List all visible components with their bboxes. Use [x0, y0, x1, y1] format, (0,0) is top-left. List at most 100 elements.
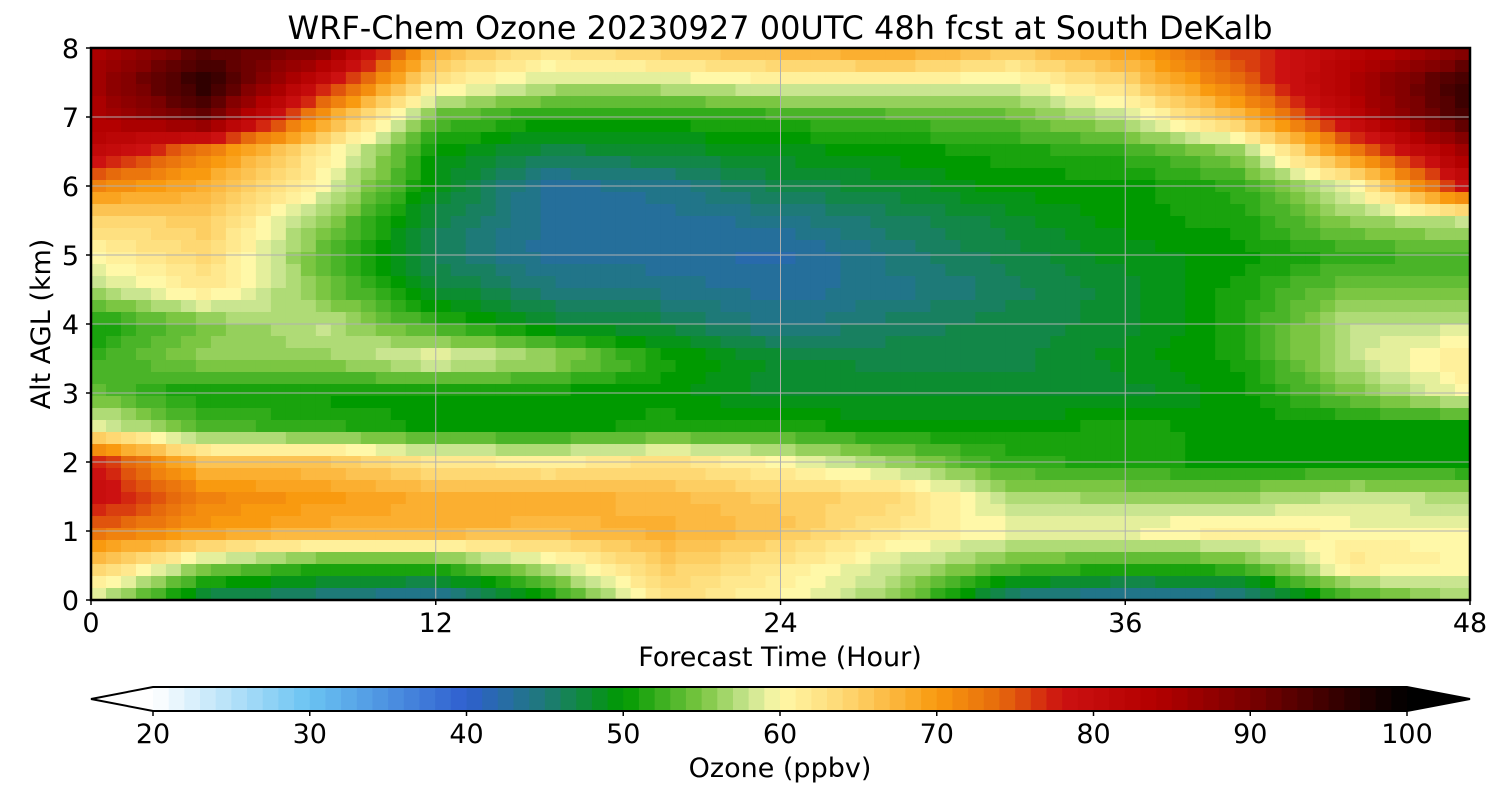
- heatmap-cell: [795, 192, 812, 205]
- heatmap-cell: [870, 156, 887, 169]
- heatmap-cell: [1275, 108, 1291, 121]
- heatmap-cell: [1035, 252, 1051, 265]
- heatmap-cell: [375, 432, 392, 445]
- heatmap-cell: [1035, 336, 1051, 349]
- heatmap-cell: [405, 312, 422, 325]
- heatmap-cell: [1320, 132, 1336, 145]
- heatmap-cell: [480, 108, 497, 121]
- heatmap-cell: [945, 420, 961, 433]
- heatmap-cell: [450, 312, 467, 325]
- heatmap-cell: [540, 120, 557, 133]
- heatmap-cell: [315, 552, 332, 565]
- heatmap-cell: [495, 204, 512, 217]
- heatmap-cell: [1350, 324, 1366, 337]
- heatmap-cell: [825, 324, 842, 337]
- heatmap-cell: [330, 48, 347, 61]
- heatmap-cell: [1320, 504, 1336, 517]
- heatmap-cell: [825, 192, 842, 205]
- heatmap-cell: [690, 444, 707, 457]
- heatmap-cell: [120, 60, 137, 73]
- heatmap-cell: [165, 216, 182, 229]
- heatmap-cell: [1110, 240, 1126, 253]
- heatmap-cell: [870, 528, 887, 541]
- heatmap-cell: [1065, 372, 1081, 385]
- heatmap-cell: [1215, 252, 1231, 265]
- heatmap-cell: [285, 372, 302, 385]
- heatmap-cell: [225, 432, 242, 445]
- heatmap-cell: [390, 420, 407, 433]
- heatmap-cell: [1440, 48, 1456, 61]
- heatmap-cell: [555, 156, 572, 169]
- colorbar-swatch: [748, 687, 765, 711]
- heatmap-cell: [570, 480, 587, 493]
- heatmap-cell: [315, 108, 332, 121]
- heatmap-cell: [345, 252, 362, 265]
- heatmap-cell: [1035, 432, 1051, 445]
- heatmap-cell: [135, 372, 152, 385]
- heatmap-cell: [1290, 204, 1306, 217]
- x-tick-label: 36: [1108, 608, 1142, 639]
- colorbar-swatch: [247, 687, 264, 711]
- heatmap-cell: [555, 276, 572, 289]
- heatmap-cell: [945, 240, 961, 253]
- heatmap-cell: [690, 384, 707, 397]
- colorbar-label: Ozone (ppbv): [689, 753, 872, 784]
- heatmap-cell: [795, 372, 812, 385]
- heatmap-cell: [960, 564, 976, 577]
- heatmap-cell: [525, 96, 542, 109]
- heatmap-cell: [540, 156, 557, 169]
- heatmap-cell: [360, 336, 377, 349]
- heatmap-cell: [1185, 168, 1201, 181]
- colorbar-swatch: [231, 687, 248, 711]
- heatmap-cell: [1140, 372, 1156, 385]
- heatmap-cell: [480, 132, 497, 145]
- heatmap-cell: [1035, 348, 1051, 361]
- heatmap-cell: [420, 168, 437, 181]
- heatmap-cell: [1305, 300, 1321, 313]
- heatmap-cell: [450, 156, 467, 169]
- heatmap-cell: [1260, 372, 1276, 385]
- heatmap-cell: [120, 84, 137, 97]
- heatmap-cell: [990, 444, 1006, 457]
- heatmap-cell: [240, 552, 257, 565]
- heatmap-cell: [660, 156, 677, 169]
- heatmap-cell: [1005, 528, 1021, 541]
- heatmap-cell: [1140, 552, 1156, 565]
- heatmap-cell: [465, 60, 482, 73]
- heatmap-cell: [195, 408, 212, 421]
- heatmap-cell: [405, 216, 422, 229]
- heatmap-cell: [450, 144, 467, 157]
- heatmap-cell: [555, 528, 572, 541]
- heatmap-cell: [1455, 72, 1470, 85]
- heatmap-cell: [1440, 324, 1456, 337]
- heatmap-cell: [585, 444, 602, 457]
- heatmap-cell: [1185, 228, 1201, 241]
- heatmap-cell: [240, 324, 257, 337]
- heatmap-cell: [135, 396, 152, 409]
- heatmap-cell: [525, 48, 542, 61]
- heatmap-cell: [705, 312, 722, 325]
- heatmap-cell: [810, 156, 827, 169]
- heatmap-cell: [1230, 516, 1246, 529]
- heatmap-cell: [240, 252, 257, 265]
- heatmap-cell: [990, 84, 1006, 97]
- heatmap-cell: [1365, 60, 1381, 73]
- heatmap-cell: [600, 192, 617, 205]
- heatmap-cell: [1140, 156, 1156, 169]
- heatmap-cell: [1290, 132, 1306, 145]
- heatmap-cell: [390, 360, 407, 373]
- heatmap-cell: [1395, 252, 1411, 265]
- heatmap-cell: [720, 120, 737, 133]
- colorbar-swatch: [403, 687, 420, 711]
- heatmap-cell: [330, 204, 347, 217]
- heatmap-cell: [960, 312, 976, 325]
- heatmap-cell: [360, 252, 377, 265]
- heatmap-cell: [840, 336, 857, 349]
- heatmap-cell: [1065, 276, 1081, 289]
- heatmap-cell: [285, 84, 302, 97]
- heatmap-cell: [390, 432, 407, 445]
- heatmap-cell: [300, 312, 317, 325]
- heatmap-cell: [1170, 396, 1186, 409]
- heatmap-cell: [345, 516, 362, 529]
- heatmap-cell: [855, 516, 872, 529]
